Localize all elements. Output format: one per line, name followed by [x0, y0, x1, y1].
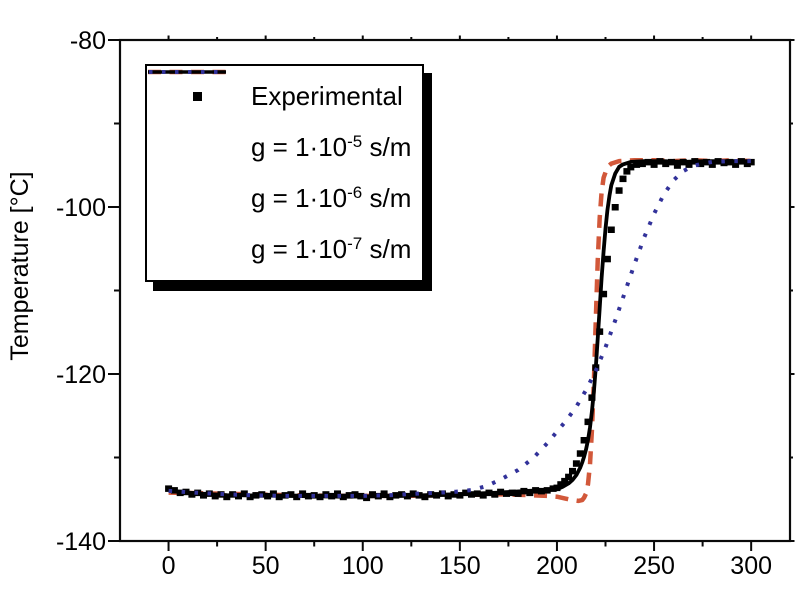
y-tick-label: -100	[56, 194, 106, 222]
y-tick-label: -120	[56, 361, 106, 389]
series-dotted	[168, 159, 752, 498]
legend-label-experimental: Experimental	[251, 81, 403, 111]
legend: Experimental g = 1·10-5 s/m g = 1·10-6 s…	[145, 64, 424, 282]
legend-item-g1e-5: g = 1·10-5 s/m	[148, 69, 422, 173]
x-tick-label: 0	[162, 552, 176, 580]
x-tick-label: 300	[730, 552, 772, 580]
y-axis-title: Temperature [°C]	[6, 171, 34, 361]
x-tick-label: 200	[536, 552, 578, 580]
legend-item-g1e-6: g = 1·10-6 s/m	[148, 70, 422, 224]
legend-item-g1e-7: g = 1·10-7 s/m	[149, 70, 422, 275]
x-tick-label: 150	[439, 552, 481, 580]
legend-item-experimental: Experimental	[157, 71, 422, 122]
x-tick-label: 100	[342, 552, 384, 580]
y-tick-label: -140	[56, 528, 106, 556]
x-tick-label: 50	[252, 552, 280, 580]
legend-label-g1e-6: g = 1·10-6 s/m	[251, 183, 412, 213]
x-tick-label: 250	[633, 552, 675, 580]
experimental-marker-icon	[157, 92, 237, 101]
legend-label-g1e-5: g = 1·10-5 s/m	[251, 132, 412, 162]
legend-label-g1e-7: g = 1·10-7 s/m	[251, 234, 412, 264]
y-tick-label: -80	[70, 27, 106, 55]
